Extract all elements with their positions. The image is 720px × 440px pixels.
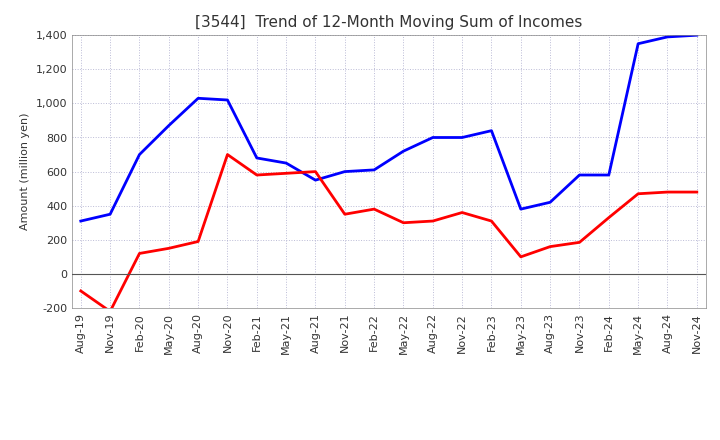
Ordinary Income (282, 161, 290, 166)
Ordinary Income (311, 177, 320, 183)
Ordinary Income (194, 95, 202, 101)
Net Income (282, 171, 290, 176)
Net Income (605, 215, 613, 220)
Ordinary Income (634, 41, 642, 46)
Net Income (663, 189, 672, 194)
Ordinary Income (76, 218, 85, 224)
Net Income (546, 244, 554, 249)
Ordinary Income (253, 155, 261, 161)
Net Income (487, 218, 496, 224)
Net Income (164, 246, 173, 251)
Net Income (693, 189, 701, 194)
Ordinary Income (605, 172, 613, 178)
Net Income (428, 218, 437, 224)
Net Income (106, 309, 114, 314)
Ordinary Income (663, 34, 672, 40)
Ordinary Income (516, 206, 525, 212)
Line: Net Income: Net Income (81, 154, 697, 312)
Ordinary Income (341, 169, 349, 174)
Net Income (458, 210, 467, 215)
Net Income (634, 191, 642, 196)
Net Income (575, 240, 584, 245)
Net Income (399, 220, 408, 225)
Legend: Ordinary Income, Net Income: Ordinary Income, Net Income (245, 437, 533, 440)
Y-axis label: Amount (million yen): Amount (million yen) (20, 113, 30, 231)
Ordinary Income (575, 172, 584, 178)
Ordinary Income (223, 97, 232, 103)
Net Income (516, 254, 525, 260)
Net Income (311, 169, 320, 174)
Net Income (194, 239, 202, 244)
Net Income (370, 206, 379, 212)
Ordinary Income (487, 128, 496, 133)
Net Income (253, 172, 261, 178)
Ordinary Income (693, 33, 701, 38)
Ordinary Income (399, 148, 408, 154)
Net Income (341, 212, 349, 217)
Ordinary Income (458, 135, 467, 140)
Line: Ordinary Income: Ordinary Income (81, 35, 697, 221)
Ordinary Income (546, 200, 554, 205)
Ordinary Income (370, 167, 379, 172)
Ordinary Income (106, 212, 114, 217)
Net Income (223, 152, 232, 157)
Ordinary Income (164, 123, 173, 128)
Title: [3544]  Trend of 12-Month Moving Sum of Incomes: [3544] Trend of 12-Month Moving Sum of I… (195, 15, 582, 30)
Net Income (76, 288, 85, 293)
Ordinary Income (135, 152, 144, 157)
Ordinary Income (428, 135, 437, 140)
Net Income (135, 251, 144, 256)
